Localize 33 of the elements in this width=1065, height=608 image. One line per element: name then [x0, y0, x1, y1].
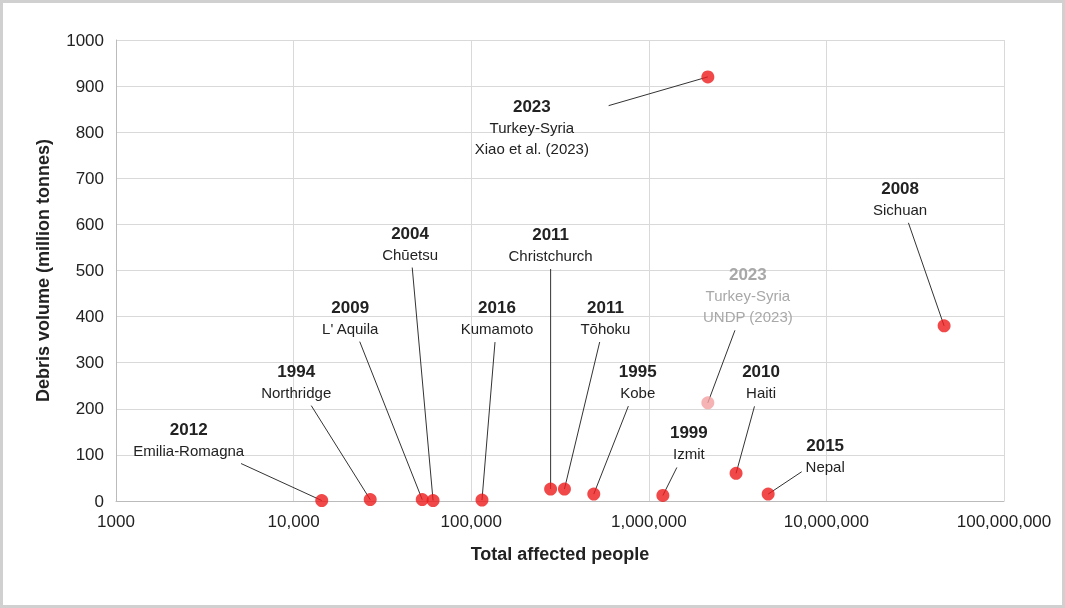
y-tick-label: 900 [75, 76, 104, 96]
annotation: 2016 Kumamoto [460, 298, 534, 338]
y-tick-label: 300 [75, 353, 104, 373]
annotation: 1999 Izmit [669, 423, 708, 463]
annotation: 2010 Haiti [742, 362, 780, 402]
x-axis-title: Total affected people [470, 544, 650, 564]
y-tick-label: 800 [75, 122, 104, 142]
y-tick-label: 600 [75, 214, 104, 234]
y-tick-label: 100 [75, 445, 104, 465]
y-tick-label: 1000 [66, 30, 104, 50]
y-tick-label: 500 [75, 261, 104, 280]
x-tick-label: 1,000,000 [610, 512, 687, 531]
annotation: 2008 Sichuan [873, 178, 928, 218]
y-axis-title: Debris volume (million tonnes) [33, 138, 53, 403]
annotation: 2004 Chūetsu [382, 223, 439, 263]
y-tick-label: 400 [75, 307, 104, 327]
annotation: 2011 Christchurch [508, 225, 593, 265]
annotation: 2023 Turkey-Syria UNDP (2023) [702, 265, 793, 326]
y-tick-label: 200 [75, 399, 104, 419]
annotation: 2023 Turkey-Syria Xiao et al. (2023) [474, 97, 589, 158]
annotation: 1994 Northridge [261, 361, 332, 401]
x-tick-label: 10,000 [267, 512, 320, 531]
annotation: 2012 Emilia-Romagna [133, 419, 245, 459]
annotation: 2011 Tōhoku [580, 298, 631, 338]
x-tick-label: 100,000,000 [956, 512, 1052, 531]
annotation: 1995 Kobe [618, 362, 657, 402]
annotation: 2009 L' Aquila [322, 297, 380, 337]
x-tick-label: 1000 [97, 512, 135, 531]
y-tick-label: 0 [94, 491, 104, 511]
x-tick-label: 100,000 [440, 512, 502, 531]
y-tick-label: 700 [75, 168, 104, 188]
x-tick-label: 10,000,000 [783, 512, 869, 531]
annotation: 2015 Nepal [805, 436, 845, 476]
